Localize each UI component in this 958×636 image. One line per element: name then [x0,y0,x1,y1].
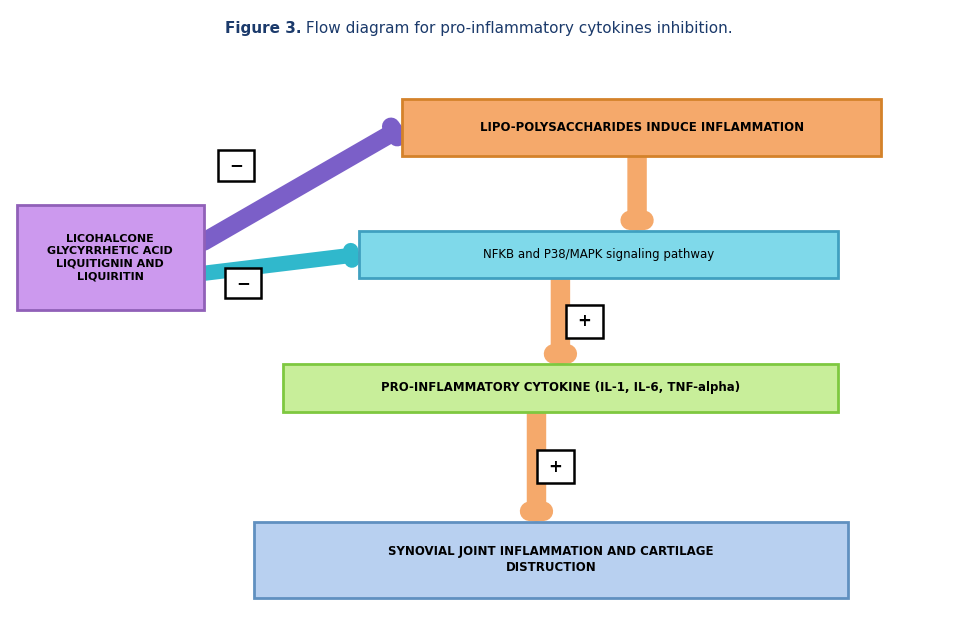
Text: NFKB and P38/MAPK signaling pathway: NFKB and P38/MAPK signaling pathway [483,248,715,261]
FancyBboxPatch shape [283,364,838,412]
FancyBboxPatch shape [225,268,262,298]
Text: LIPO-POLYSACCHARIDES INDUCE INFLAMMATION: LIPO-POLYSACCHARIDES INDUCE INFLAMMATION [480,121,804,134]
FancyBboxPatch shape [402,99,881,156]
FancyBboxPatch shape [359,230,838,279]
Text: PRO-INFLAMMATORY CYTOKINE (IL-1, IL-6, TNF-alpha): PRO-INFLAMMATORY CYTOKINE (IL-1, IL-6, T… [381,382,740,394]
FancyBboxPatch shape [566,305,603,338]
FancyBboxPatch shape [16,205,203,310]
Text: LICOHALCONE
GLYCYRRHETIC ACID
LIQUITIGNIN AND
LIQUIRITIN: LICOHALCONE GLYCYRRHETIC ACID LIQUITIGNI… [47,234,173,281]
Text: SYNOVIAL JOINT INFLAMMATION AND CARTILAGE
DISTRUCTION: SYNOVIAL JOINT INFLAMMATION AND CARTILAG… [388,545,714,574]
FancyBboxPatch shape [254,522,848,598]
FancyBboxPatch shape [537,450,574,483]
FancyBboxPatch shape [217,150,254,181]
Text: +: + [578,312,591,330]
Text: Flow diagram for pro-inflammatory cytokines inhibition.: Flow diagram for pro-inflammatory cytoki… [302,21,733,36]
Text: Figure 3.: Figure 3. [225,21,302,36]
Text: −: − [237,274,250,292]
Text: −: − [229,156,242,174]
Text: +: + [549,458,562,476]
